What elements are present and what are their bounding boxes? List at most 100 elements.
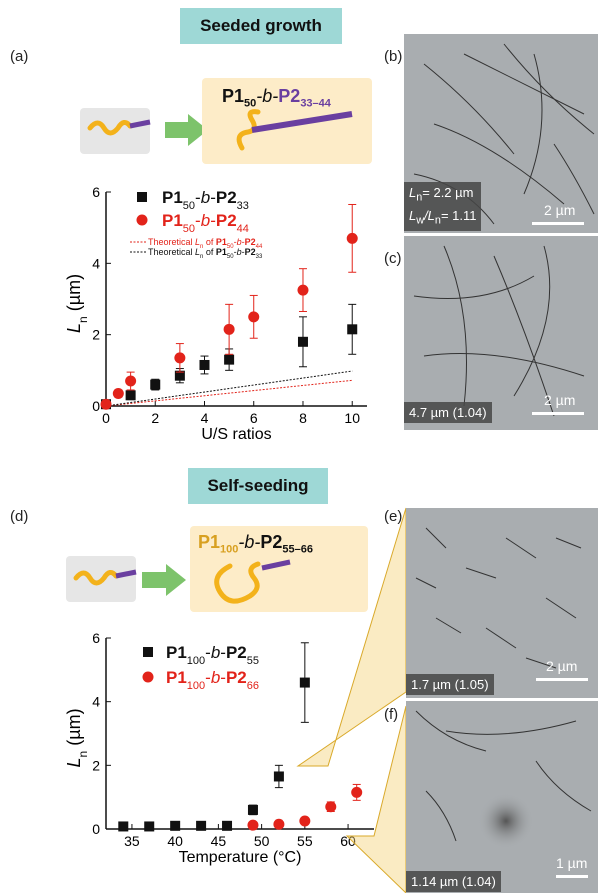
- scale-label-f: 1 µm: [556, 855, 588, 871]
- scale-bar-c: [532, 412, 584, 415]
- micrograph-c: 4.7 µm (1.04) 2 µm: [404, 236, 598, 430]
- caption-b-ln: /L: [424, 207, 435, 223]
- unimer-core-top: [87, 120, 133, 136]
- legend-marker-square: [137, 192, 147, 202]
- arrow-top: [165, 114, 208, 146]
- banner-seeded-growth-text: Seeded growth: [200, 16, 322, 35]
- x-tick-label: 60: [340, 833, 356, 849]
- zoom-callout-f: [345, 705, 407, 893]
- data-point-square: [297, 336, 308, 347]
- caption-b-sub: n: [434, 214, 441, 227]
- legend-label-part: P2: [226, 643, 247, 662]
- y-tick-label: 2: [92, 327, 100, 343]
- legend-label-part: Theoretical: [148, 247, 195, 257]
- label-sub: 50: [244, 97, 257, 110]
- legend-label-part: P1: [216, 247, 227, 257]
- y-tick-label: 6: [92, 630, 100, 646]
- y-axis-label-part: n: [76, 751, 90, 758]
- data-point-circle: [346, 232, 358, 244]
- panel-label-f: (f): [384, 706, 399, 723]
- legend-label-part: -: [234, 237, 237, 247]
- caption-b-sub: n: [416, 191, 423, 204]
- data-point-square: [199, 359, 210, 370]
- product-box-top: [202, 78, 372, 164]
- legend-label-part: P2: [216, 211, 237, 230]
- arrow-bottom: [142, 564, 186, 596]
- data-point-circle: [297, 284, 309, 296]
- caption-e-text: 1.7 µm (1.05): [411, 677, 489, 692]
- panel-label-d: (d): [10, 508, 29, 525]
- chart-d: 35 40 45 50 55 60 0 2 4 6 Temperature (°C) Ln (µm) P…: [64, 630, 374, 866]
- legend-label-part: b: [211, 643, 220, 662]
- fibers-e: [415, 527, 582, 669]
- x-tick-label: 45: [211, 833, 227, 849]
- label-b: -b-: [238, 532, 261, 552]
- legend-label-part: b: [211, 668, 220, 687]
- scheme-top-drawing: [87, 114, 208, 146]
- y-axis-label-part: (µm): [64, 708, 84, 750]
- x-tick-label: 55: [297, 833, 313, 849]
- legend-label-part: -: [195, 211, 201, 230]
- legend-label-part: 50: [227, 254, 234, 260]
- scheme-bottom-label: P1100-b-P255–66: [198, 532, 313, 556]
- legend-label-part: 66: [247, 680, 259, 692]
- data-point-circle: [174, 352, 186, 364]
- legend-label-part: 44: [237, 223, 249, 235]
- x-tick-label: 10: [344, 410, 360, 426]
- caption-b-pdi: = 1.11: [440, 207, 477, 223]
- legend-label-part: 50: [227, 244, 234, 250]
- legend-label-part: b: [201, 188, 210, 207]
- legend-label-part: of: [203, 237, 216, 247]
- label-p1: P1: [222, 86, 245, 106]
- y-tick-label: 4: [92, 255, 100, 271]
- legend-label-part: n: [200, 254, 203, 260]
- data-point-circle: [112, 388, 124, 400]
- data-point-circle: [325, 801, 337, 813]
- legend-label-part: b: [237, 237, 242, 247]
- caption-b: Ln= 2.2 µm Lw/Ln= 1.11: [404, 182, 482, 232]
- legend-label-part: P1: [162, 188, 183, 207]
- caption-b-lw: L: [409, 207, 417, 223]
- y-tick-label: 0: [92, 821, 100, 837]
- legend-label: P150-b-P233: [162, 188, 249, 212]
- product-box-bottom: [190, 526, 368, 612]
- panel-label-a: (a): [10, 48, 29, 65]
- unimer-corona-bottom: [115, 569, 137, 579]
- label-p2: P2: [260, 532, 283, 552]
- legend-label-part: P1: [166, 668, 187, 687]
- unimer-corona-top: [129, 119, 151, 129]
- legend-label-part: 33: [237, 200, 249, 212]
- y-axis-label: Ln (µm): [64, 708, 90, 767]
- y-tick-label: 2: [92, 757, 100, 773]
- legend-label-part: 44: [256, 244, 263, 250]
- legend-label-part: -: [242, 247, 245, 257]
- data-point-square: [196, 820, 207, 831]
- y-axis-label: Ln (µm): [64, 274, 90, 333]
- x-tick-label: 2: [151, 410, 159, 426]
- legend-label: P1100-b-P266: [166, 668, 259, 692]
- data-point-square: [273, 771, 284, 782]
- x-tick-label: 50: [254, 833, 270, 849]
- data-point-square: [347, 324, 358, 335]
- banner-self-seeding: Self-seeding: [188, 468, 328, 504]
- legend-label-part: -: [242, 237, 245, 247]
- data-point-square: [118, 821, 129, 832]
- product-drawing-top: [236, 109, 353, 151]
- data-point-square: [170, 820, 181, 831]
- data-point-circle: [351, 786, 363, 798]
- fibers-c: [413, 245, 585, 417]
- y-axis-label-part: L: [64, 323, 84, 333]
- label-sub: 100: [220, 543, 239, 556]
- fibers-b: [413, 43, 595, 225]
- x-tick-label: 8: [299, 410, 307, 426]
- data-point-square: [222, 820, 233, 831]
- y-axis-label-part: (µm): [64, 274, 84, 316]
- label-sub: 33–44: [300, 97, 331, 110]
- caption-b-value: = 2.2 µm: [422, 185, 474, 200]
- panel-label-b: (b): [384, 48, 403, 65]
- legend-label-part: L: [195, 247, 200, 257]
- y-tick-label: 6: [92, 184, 100, 200]
- data-point-square: [150, 379, 161, 390]
- caption-f-text: 1.14 µm (1.04): [411, 874, 496, 889]
- x-axis-label: Temperature (°C): [179, 849, 302, 866]
